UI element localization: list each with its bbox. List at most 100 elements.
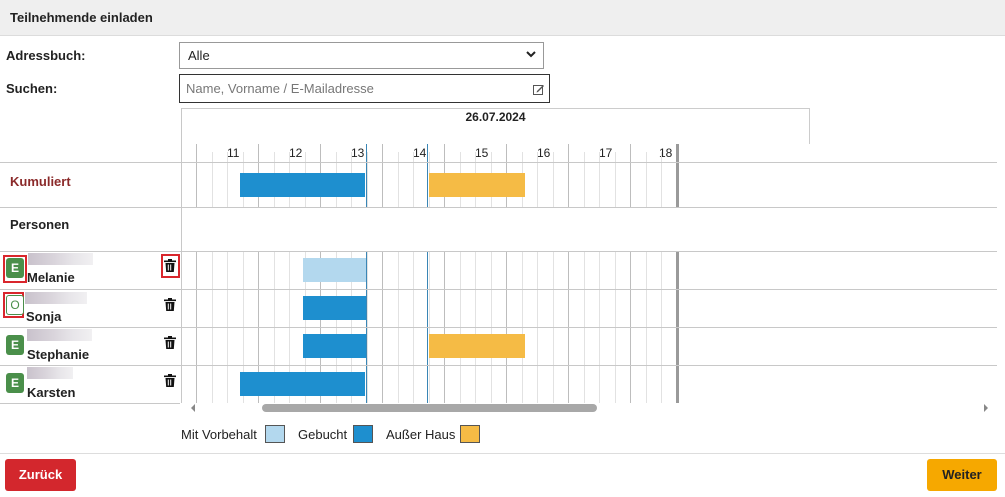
grid-line	[568, 251, 569, 289]
grid-line	[444, 289, 445, 327]
grid-line	[630, 144, 631, 162]
grid-line	[398, 152, 399, 162]
grid-line	[676, 144, 679, 207]
grid-line	[367, 162, 368, 207]
grid-line	[584, 365, 585, 403]
grid-line	[475, 365, 476, 403]
grid-line	[382, 327, 383, 365]
search-placeholder: Name, Vorname / E-Mailadresse	[186, 81, 374, 96]
grid-line	[568, 162, 569, 207]
row-divider	[0, 162, 997, 163]
grid-line	[243, 251, 244, 289]
legend-swatch-tentative	[265, 425, 285, 443]
grid-line	[227, 289, 228, 327]
grid-line	[196, 289, 197, 327]
grid-line	[227, 162, 228, 207]
grid-line	[677, 289, 678, 327]
grid-line	[615, 152, 616, 162]
grid-line	[382, 251, 383, 289]
search-input[interactable]: Name, Vorname / E-Mailadresse	[179, 74, 550, 103]
person-status-badge[interactable]: O	[6, 295, 24, 315]
row-divider	[0, 403, 180, 404]
grid-line	[646, 365, 647, 403]
trash-icon[interactable]	[164, 298, 176, 311]
grid-line	[398, 289, 399, 327]
person-badge-highlight	[3, 255, 27, 283]
grid-line	[475, 251, 476, 289]
label-column-divider	[181, 108, 182, 403]
grid-line	[398, 162, 399, 207]
scrollbar-thumb[interactable]	[262, 404, 597, 412]
grid-line	[398, 251, 399, 289]
grid-line	[677, 152, 678, 162]
dialog-title-bar: Teilnehmende einladen	[0, 0, 1005, 36]
grid-line	[568, 144, 569, 162]
grid-line	[599, 162, 600, 207]
grid-line	[212, 289, 213, 327]
grid-line	[677, 327, 678, 365]
grid-line	[243, 152, 244, 162]
trash-icon[interactable]	[164, 336, 176, 349]
grid-line	[429, 251, 430, 289]
grid-line	[274, 251, 275, 289]
addressbook-selected-value: Alle	[188, 48, 210, 63]
grid-line	[537, 327, 538, 365]
grid-line	[367, 251, 368, 289]
grid-line	[429, 152, 430, 162]
grid-line	[506, 365, 507, 403]
person-status-badge[interactable]: E	[6, 335, 24, 355]
grid-line	[413, 162, 414, 207]
delete-highlight	[161, 254, 180, 278]
grid-line	[398, 327, 399, 365]
grid-line	[599, 327, 600, 365]
hour-label: 15	[475, 146, 489, 160]
grid-line	[427, 144, 428, 207]
scroll-left-icon[interactable]	[189, 403, 197, 413]
trash-icon[interactable]	[164, 374, 176, 387]
chevron-down-icon	[526, 51, 536, 58]
grid-line	[491, 365, 492, 403]
grid-line	[537, 162, 538, 207]
grid-line	[661, 365, 662, 403]
grid-line	[460, 251, 461, 289]
back-button[interactable]: Zurück	[5, 459, 76, 491]
grid-line	[615, 327, 616, 365]
search-label: Suchen:	[6, 81, 58, 96]
grid-line	[460, 365, 461, 403]
grid-line	[615, 289, 616, 327]
next-button[interactable]: Weiter	[927, 459, 997, 491]
grid-line	[289, 251, 290, 289]
grid-line	[491, 251, 492, 289]
grid-line	[568, 365, 569, 403]
cumulative-label: Kumuliert	[10, 174, 71, 189]
grid-line	[522, 289, 523, 327]
grid-line	[460, 152, 461, 162]
grid-line	[212, 251, 213, 289]
row-divider	[0, 289, 997, 290]
grid-line	[212, 162, 213, 207]
grid-line	[444, 251, 445, 289]
person-status-badge[interactable]: E	[6, 258, 24, 278]
availability-bar-out-of-office	[429, 173, 525, 197]
person-status-badge[interactable]: E	[6, 373, 24, 393]
grid-line	[677, 162, 678, 207]
timeline-date-header: 26.07.2024	[181, 108, 810, 144]
grid-line	[382, 144, 383, 162]
grid-line	[553, 327, 554, 365]
legend-label-booked: Gebucht	[298, 427, 348, 442]
grid-line	[677, 251, 678, 289]
trash-icon[interactable]	[164, 259, 176, 272]
grid-line	[506, 251, 507, 289]
availability-bar-out-of-office	[429, 334, 525, 358]
grid-line	[661, 251, 662, 289]
grid-line	[599, 365, 600, 403]
scroll-right-icon[interactable]	[982, 403, 990, 413]
addressbook-select[interactable]: Alle	[179, 42, 544, 69]
person-name: Melanie	[27, 270, 75, 285]
grid-line	[227, 251, 228, 289]
grid-line	[274, 289, 275, 327]
grid-line	[274, 152, 275, 162]
grid-line	[243, 327, 244, 365]
person-email-redacted	[25, 292, 87, 304]
footer-divider	[0, 453, 1005, 454]
